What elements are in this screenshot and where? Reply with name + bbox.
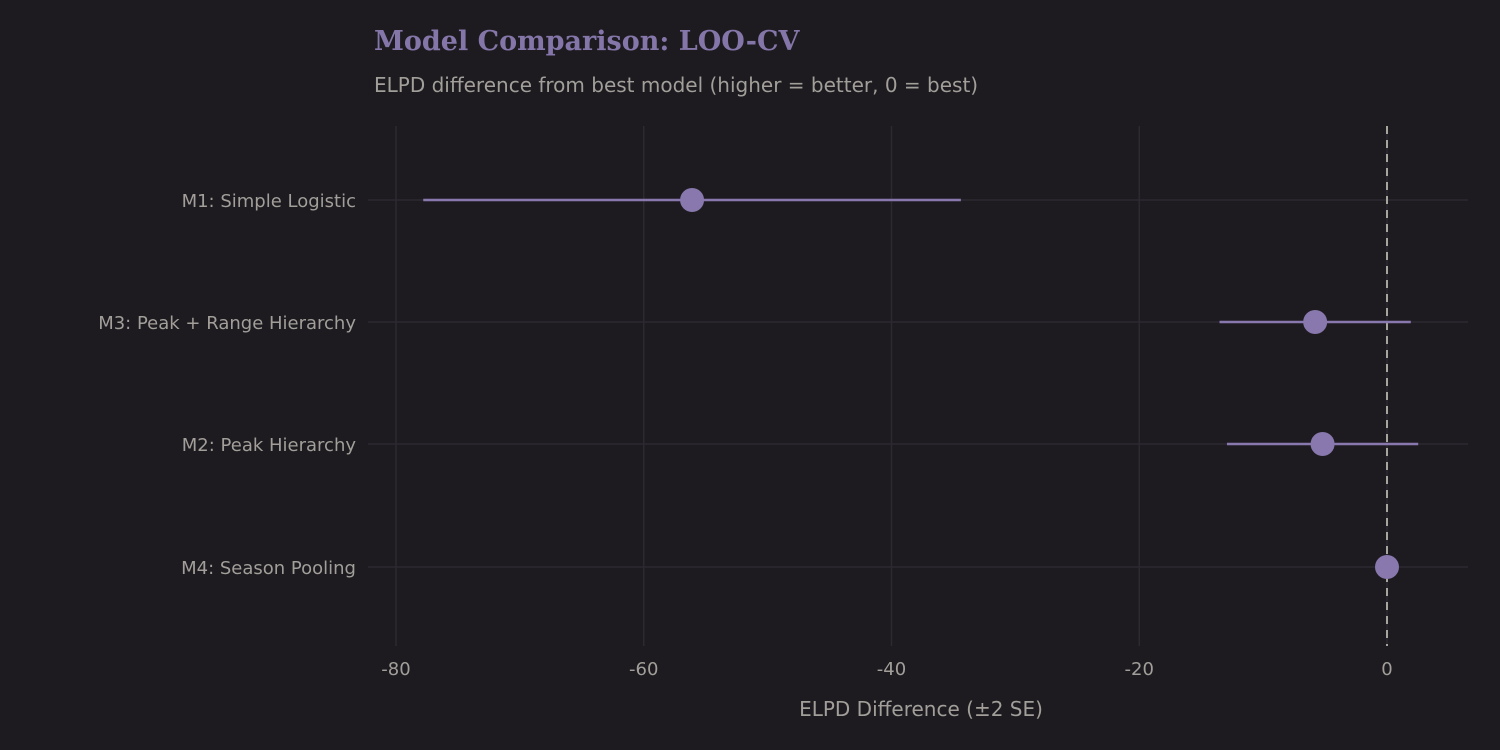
x-tick-label: 0 [1381, 659, 1392, 680]
y-tick-label: M1: Simple Logistic [182, 191, 356, 212]
data-point [1375, 555, 1399, 579]
y-tick-label: M2: Peak Hierarchy [182, 435, 357, 456]
y-tick-label: M3: Peak + Range Hierarchy [98, 313, 356, 334]
x-tick-label: -60 [629, 659, 658, 680]
chart-title: Model Comparison: LOO-CV [374, 26, 800, 57]
y-tick-label: M4: Season Pooling [181, 558, 356, 579]
data-point [1303, 310, 1328, 334]
data-point [1310, 432, 1335, 456]
chart-subtitle: ELPD difference from best model (higher … [374, 73, 979, 97]
x-tick-label: -80 [381, 659, 410, 680]
x-tick-label: -20 [1125, 659, 1154, 680]
data-point [680, 188, 705, 212]
x-tick-label: -40 [877, 659, 906, 680]
x-axis-label: ELPD Difference (±2 SE) [799, 697, 1043, 721]
